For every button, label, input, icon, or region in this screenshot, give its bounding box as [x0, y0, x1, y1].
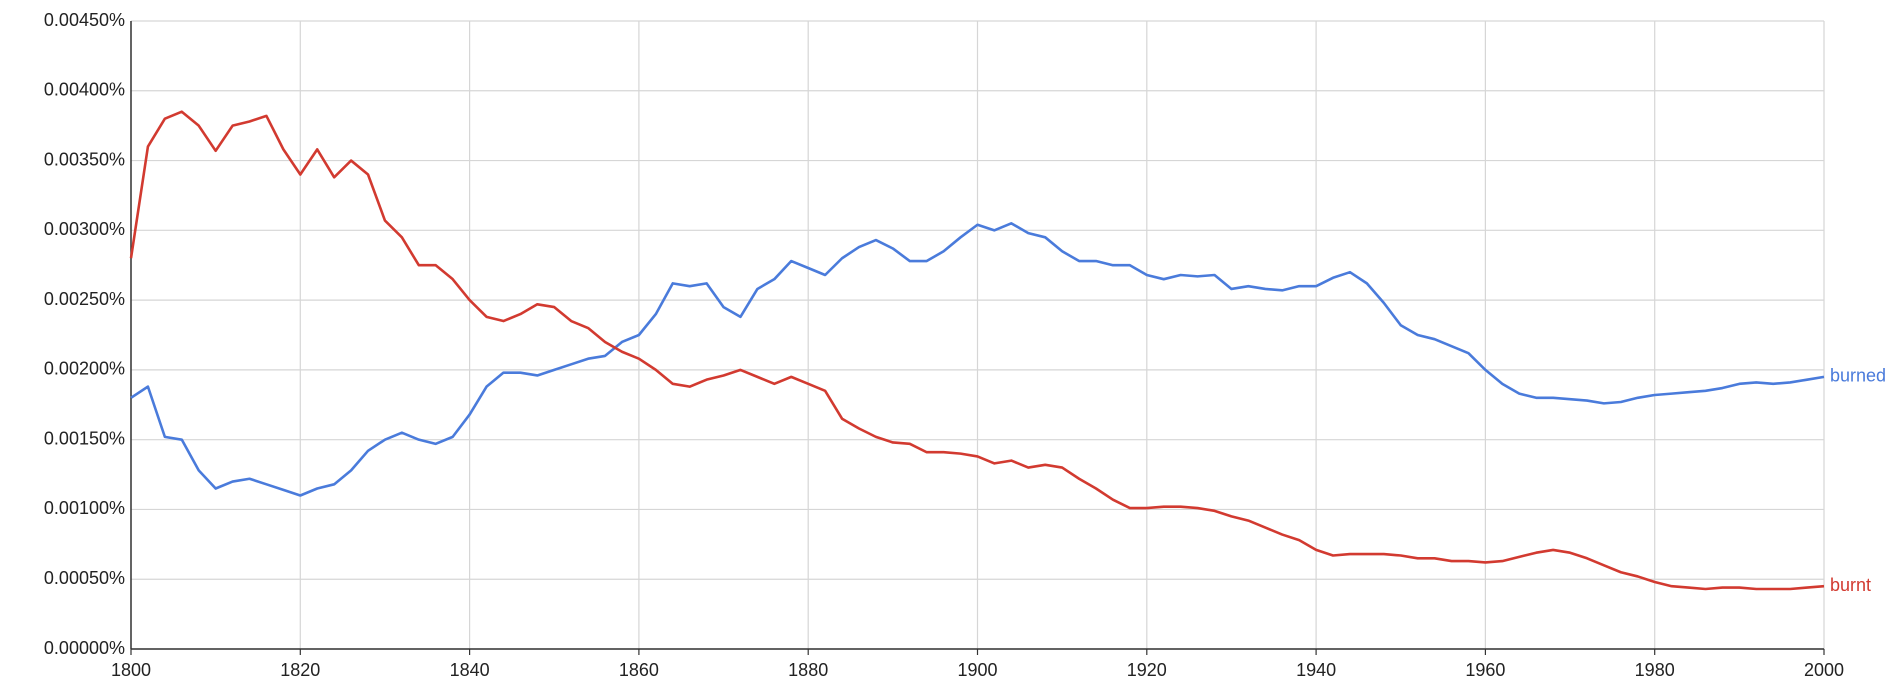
series-line [130, 222, 1825, 497]
y-tick-label: 0.00250% [44, 289, 125, 309]
y-tick-label: 0.00050% [44, 568, 125, 588]
x-tick-label: 1820 [280, 660, 320, 680]
series-label: burned [1830, 366, 1886, 386]
x-tick-label: 1980 [1635, 660, 1675, 680]
x-tick-label: 2000 [1804, 660, 1844, 680]
y-tick-label: 0.00300% [44, 219, 125, 239]
y-tick-label: 0.00000% [44, 638, 125, 658]
x-tick-label: 1960 [1465, 660, 1505, 680]
x-tick-label: 1920 [1127, 660, 1167, 680]
x-tick-label: 1940 [1296, 660, 1336, 680]
y-tick-label: 0.00400% [44, 80, 125, 100]
y-tick-label: 0.00100% [44, 498, 125, 518]
x-tick-label: 1880 [788, 660, 828, 680]
x-tick-label: 1800 [111, 660, 151, 680]
y-tick-label: 0.00450% [44, 10, 125, 30]
x-tick-label: 1860 [619, 660, 659, 680]
series-line [129, 110, 1825, 591]
x-tick-label: 1900 [957, 660, 997, 680]
x-tick-label: 1840 [450, 660, 490, 680]
y-tick-label: 0.00150% [44, 428, 125, 448]
series-label: burnt [1830, 575, 1871, 595]
y-tick-label: 0.00350% [44, 149, 125, 169]
y-tick-label: 0.00200% [44, 359, 125, 379]
